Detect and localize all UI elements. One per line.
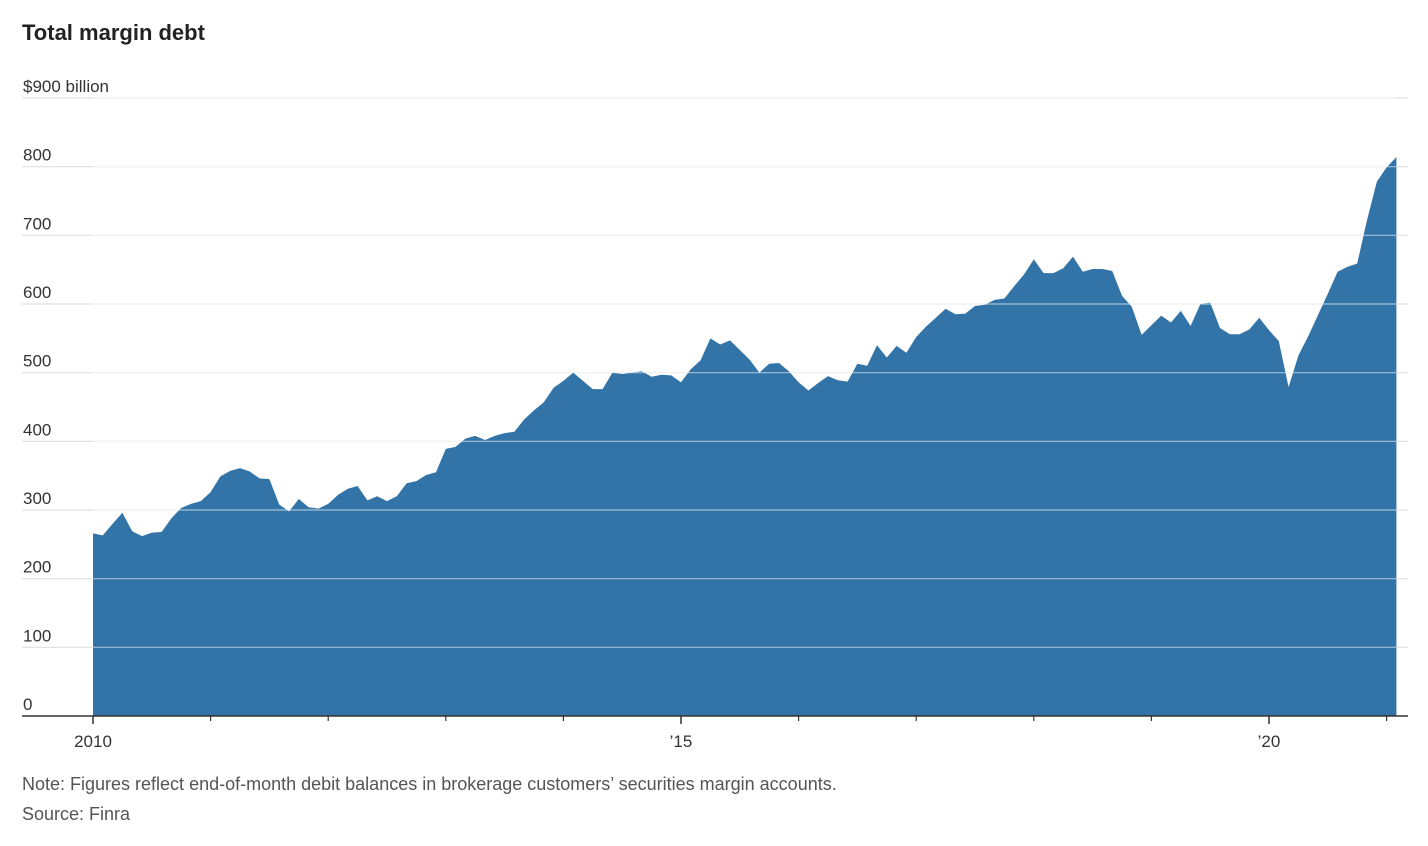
y-tick-label: 300 — [23, 489, 51, 508]
y-tick-label: $900 billion — [23, 77, 109, 96]
chart-source: Source: Finra — [22, 804, 131, 824]
y-axis-labels: 0 100 200 300 400 500 600 700 800 $900 billion — [23, 77, 109, 714]
y-tick-label: 100 — [23, 626, 51, 645]
y-tick-label: 800 — [23, 146, 51, 165]
y-tick-label: 700 — [23, 214, 51, 233]
y-tick-label: 600 — [23, 283, 51, 302]
margin-debt-area — [93, 157, 1397, 717]
chart-note: Note: Figures reflect end-of-month debit… — [22, 774, 837, 794]
x-tick-label: ’15 — [670, 732, 693, 751]
x-axis: 2010 ’15 ’20 — [22, 715, 1408, 751]
y-tick-label: 400 — [23, 420, 51, 439]
chart-title: Total margin debt — [22, 20, 205, 45]
y-tick-label: 500 — [23, 352, 51, 371]
y-tick-label: 200 — [23, 558, 51, 577]
y-tick-label: 0 — [23, 695, 32, 714]
x-tick-label: ’20 — [1258, 732, 1281, 751]
x-tick-label: 2010 — [74, 732, 112, 751]
area-series — [93, 97, 1397, 717]
